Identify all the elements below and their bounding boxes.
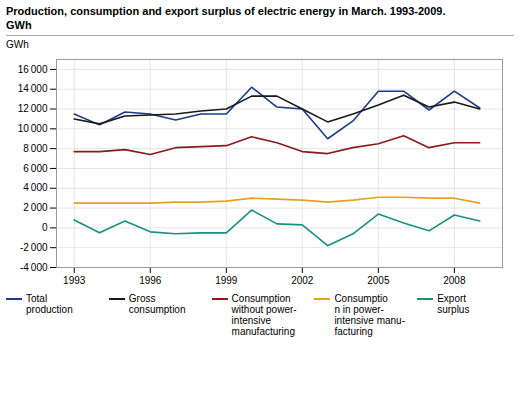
html-text:GWh: GWh [6, 19, 32, 31]
html-text:Consumption without power- int: Consumption without power- intensive man… [231, 293, 297, 337]
svg-text:16 000: 16 000 [18, 64, 48, 75]
svg-text:1999: 1999 [215, 275, 238, 286]
svg-text:2 000: 2 000 [23, 202, 48, 213]
html-text:Gross consumption: Gross consumption [128, 293, 186, 315]
html-text:Consumptio n in power- intensi: Consumptio n in power- intensive manu- f… [334, 293, 405, 337]
html-text:Production, consumption and ex: Production, consumption and export surpl… [6, 5, 446, 17]
svg-text:-4 000: -4 000 [20, 262, 48, 273]
svg-text:12 000: 12 000 [18, 103, 48, 114]
svg-text:-2 000: -2 000 [20, 242, 48, 253]
svg-text:10 000: 10 000 [18, 123, 48, 134]
svg-text:8 000: 8 000 [23, 143, 48, 154]
html-text:GWh: GWh [6, 39, 29, 50]
svg-text:2002: 2002 [291, 275, 314, 286]
svg-text:2008: 2008 [443, 275, 466, 286]
svg-text:4 000: 4 000 [23, 182, 48, 193]
svg-text:14 000: 14 000 [18, 83, 48, 94]
svg-text:0: 0 [42, 222, 48, 233]
svg-text:1993: 1993 [63, 275, 86, 286]
svg-text:1996: 1996 [139, 275, 162, 286]
html-text:Export surplus: Export surplus [437, 293, 470, 315]
svg-text:6 000: 6 000 [23, 163, 48, 174]
svg-text:2005: 2005 [367, 275, 390, 286]
html-text:Total production: Total production [26, 293, 73, 315]
